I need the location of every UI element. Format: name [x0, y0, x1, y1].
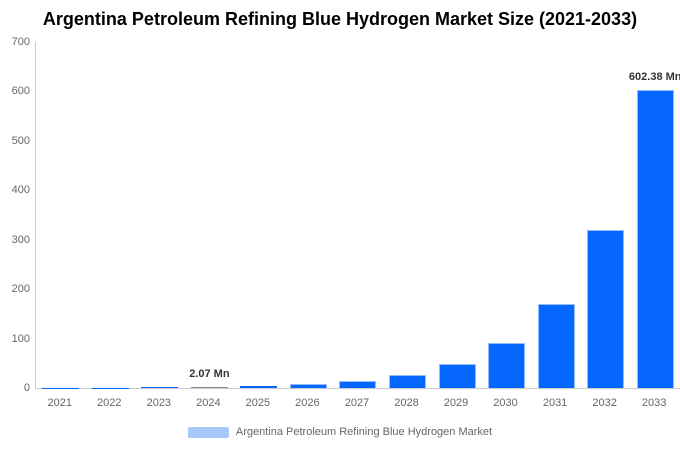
x-label-2023: 2023: [146, 397, 172, 409]
bar-2023[interactable]: [141, 387, 179, 388]
bar-2033[interactable]: [636, 90, 674, 388]
bar-slot-2033: [630, 42, 680, 388]
bar-slot-2022: [86, 42, 136, 388]
bar-slot-2026: [284, 42, 334, 388]
x-label-2029: 2029: [443, 397, 469, 409]
y-tick-200: 200: [11, 283, 30, 296]
x-label-2028: 2028: [394, 397, 419, 409]
bar-2028[interactable]: [388, 375, 426, 388]
legend-item[interactable]: Argentina Petroleum Refining Blue Hydrog…: [187, 426, 493, 439]
x-label-2030: 2030: [493, 397, 518, 409]
legend-swatch: [187, 427, 229, 438]
bar-2032[interactable]: [587, 229, 625, 388]
y-tick-400: 400: [11, 184, 30, 197]
bar-slot-2021: [36, 42, 86, 388]
x-label-2021: 2021: [47, 397, 72, 409]
bar-2031[interactable]: [537, 303, 575, 388]
y-tick-700: 700: [11, 36, 30, 48]
bar-2027[interactable]: [339, 381, 377, 388]
x-label-2027: 2027: [344, 397, 370, 409]
bar-slot-2023: [135, 42, 185, 388]
bar-2026[interactable]: [289, 384, 327, 388]
bars-container: [36, 42, 680, 388]
y-tick-100: 100: [11, 332, 30, 345]
bar-slot-2027: [333, 42, 383, 388]
bar-2025[interactable]: [240, 386, 278, 388]
bar-slot-2028: [383, 42, 433, 388]
x-label-2022: 2022: [97, 397, 122, 409]
y-axis: 0 100 200 300 400 500 600 700: [0, 36, 30, 394]
x-axis: 2021 2022 2023 2024 2025 2026 2027 2028 2029 2030…: [35, 397, 679, 410]
x-label-2024: 2024: [196, 397, 221, 409]
y-tick-0: 0: [23, 382, 30, 394]
x-label-2025: 2025: [245, 397, 271, 409]
bar-slot-2025: [234, 42, 284, 388]
bar-2030[interactable]: [488, 343, 526, 388]
plot-area: 2.07 Mn 602.38 Mn: [35, 42, 680, 389]
x-label-2031: 2031: [542, 397, 568, 409]
bar-slot-2031: [531, 42, 581, 388]
x-label-2026: 2026: [295, 397, 320, 409]
x-label-2032: 2032: [592, 397, 617, 409]
bar-2024[interactable]: [190, 386, 228, 388]
chart-title: Argentina Petroleum Refining Blue Hydrog…: [42, 9, 638, 29]
data-label-2033: 602.38 Mn: [628, 71, 680, 84]
bar-slot-2024: [185, 42, 235, 388]
legend-label: Argentina Petroleum Refining Blue Hydrog…: [235, 426, 493, 438]
bar-slot-2030: [482, 42, 532, 388]
bar-slot-2032: [581, 42, 631, 388]
x-label-2033: 2033: [641, 397, 667, 409]
data-label-2024: 2.07 Mn: [189, 368, 230, 380]
bar-2029[interactable]: [438, 364, 476, 388]
y-tick-300: 300: [11, 233, 30, 246]
y-tick-600: 600: [11, 85, 30, 98]
y-tick-500: 500: [11, 134, 30, 147]
bar-slot-2029: [432, 42, 482, 388]
